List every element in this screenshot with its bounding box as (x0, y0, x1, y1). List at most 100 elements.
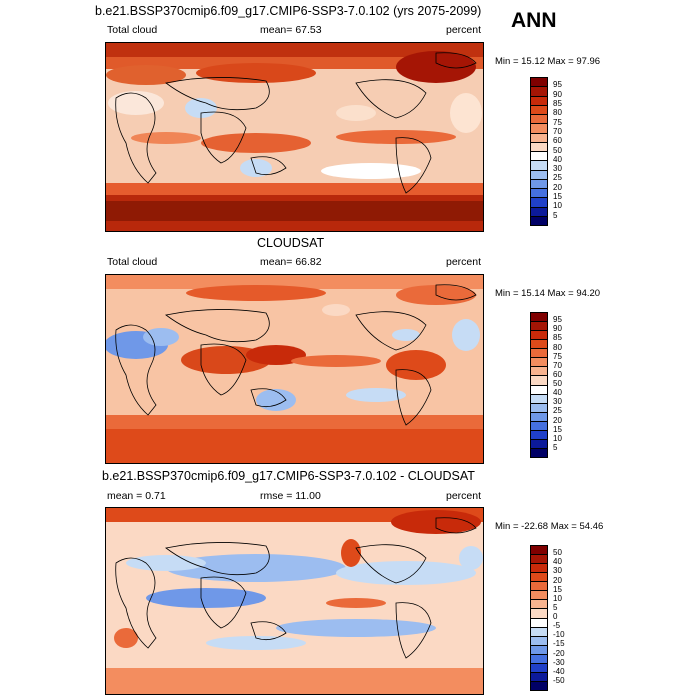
panel-obs-units-label: percent (446, 256, 482, 268)
colorbar-swatch (531, 385, 547, 395)
colorbar-tick-label: 40 (553, 154, 562, 164)
colorbar-swatch (531, 376, 547, 386)
colorbar-swatch (531, 394, 547, 404)
colorbar-tick-label: 85 (553, 333, 562, 343)
colorbar-swatch (531, 152, 547, 162)
colorbar-tick-label: 80 (553, 342, 562, 352)
colorbar-tick-label: 85 (553, 98, 562, 108)
colorbar-swatch (531, 331, 547, 341)
panel-model-colorbar (530, 77, 548, 226)
colorbar-tick-label: 5 (553, 442, 558, 452)
colorbar-tick-label: 95 (553, 80, 562, 90)
panel-diff-heading: b.e21.BSSP370cmip6.f09_g17.CMIP6-SSP3-7.… (102, 469, 475, 483)
colorbar-tick-label: 70 (553, 360, 562, 370)
panel-diff-mean-label: mean = 0.71 (107, 490, 166, 502)
colorbar-swatch (531, 313, 547, 323)
colorbar-tick-label: 20 (553, 415, 562, 425)
panel-obs-left-label: Total cloud (107, 256, 158, 268)
colorbar-tick-label: -10 (553, 630, 565, 640)
colorbar-swatch (531, 600, 547, 610)
colorbar-tick-label: 30 (553, 566, 562, 576)
panel-obs-map-field (106, 275, 483, 463)
colorbar-tick-label: 15 (553, 424, 562, 434)
colorbar-swatch (531, 349, 547, 359)
season-label: ANN (511, 9, 557, 32)
colorbar-tick-label: -50 (553, 675, 565, 685)
colorbar-tick-label: -15 (553, 639, 565, 649)
panel-obs-heading: CLOUDSAT (257, 236, 325, 250)
colorbar-swatch (531, 142, 547, 152)
panel-model-map (105, 42, 484, 232)
colorbar-swatch (531, 403, 547, 413)
panel-model-mean-label: mean= 67.53 (260, 24, 322, 36)
colorbar-tick-label: 75 (553, 117, 562, 127)
colorbar-swatch (531, 663, 547, 673)
panel-model-heading: b.e21.BSSP370cmip6.f09_g17.CMIP6-SSP3-7.… (95, 4, 482, 18)
colorbar-tick-label-spacer (553, 452, 562, 461)
panel-model-left-label: Total cloud (107, 24, 158, 36)
colorbar-swatch (531, 555, 547, 565)
panel-diff-minmax: Min = -22.68 Max = 54.46 (495, 521, 604, 532)
colorbar-swatch (531, 322, 547, 332)
colorbar-swatch (531, 358, 547, 368)
colorbar-swatch (531, 207, 547, 217)
colorbar-tick-label: 90 (553, 324, 562, 334)
panel-obs-mean-label: mean= 66.82 (260, 256, 322, 268)
colorbar-swatch (531, 179, 547, 189)
panel-diff-units-label: percent (446, 490, 482, 502)
colorbar-tick-label: 0 (553, 612, 558, 621)
colorbar-swatch (531, 573, 547, 583)
colorbar-swatch (531, 564, 547, 574)
colorbar-tick-label: -40 (553, 666, 565, 676)
colorbar-swatch (531, 439, 547, 449)
panel-obs-minmax: Min = 15.14 Max = 94.20 (495, 288, 601, 299)
panel-model-units-label: percent (446, 24, 482, 36)
colorbar-swatch (531, 367, 547, 377)
colorbar-tick-label-spacer (553, 220, 562, 229)
colorbar-tick-label: 10 (553, 433, 562, 443)
panel-diff-map-field (106, 508, 483, 694)
colorbar-swatch (531, 96, 547, 106)
colorbar-swatch (531, 448, 547, 457)
colorbar-swatch (531, 546, 547, 556)
colorbar-swatch (531, 161, 547, 171)
colorbar-tick-label: -5 (553, 621, 561, 631)
colorbar-tick-label: 10 (553, 593, 562, 603)
colorbar-tick-label: 80 (553, 108, 562, 118)
colorbar-swatch (531, 198, 547, 208)
colorbar-swatch (531, 421, 547, 431)
colorbar-tick-label: 15 (553, 584, 562, 594)
colorbar-swatch (531, 609, 547, 619)
colorbar-swatch (531, 115, 547, 125)
panel-diff-map (105, 507, 484, 695)
colorbar-swatch (531, 216, 547, 225)
colorbar-tick-label: 50 (553, 548, 562, 558)
colorbar-tick-label: -30 (553, 657, 565, 667)
colorbar-tick-label: 20 (553, 575, 562, 585)
colorbar-tick-label: 90 (553, 89, 562, 99)
colorbar-swatch (531, 582, 547, 592)
colorbar-tick-label-spacer (553, 685, 565, 694)
panel-model-map-field (106, 43, 483, 231)
panel-diff-colorbar-labels: 50 40 30 20 15 10 5 0 -5 -10 -15 -20 -30… (553, 545, 565, 691)
colorbar-swatch (531, 133, 547, 143)
colorbar-tick-label: 70 (553, 126, 562, 136)
panel-diff-rmse-label: rmse = 11.00 (260, 490, 321, 502)
colorbar-swatch (531, 636, 547, 646)
colorbar-swatch (531, 681, 547, 690)
colorbar-swatch (531, 124, 547, 134)
colorbar-tick-label: 15 (553, 192, 562, 202)
colorbar-tick-label: 40 (553, 557, 562, 567)
colorbar-swatch (531, 412, 547, 422)
colorbar-tick-label: 60 (553, 369, 562, 379)
colorbar-tick-label: 25 (553, 173, 562, 183)
colorbar-swatch (531, 430, 547, 440)
colorbar-swatch (531, 654, 547, 664)
panel-obs-map (105, 274, 484, 464)
colorbar-tick-label: 50 (553, 145, 562, 155)
colorbar-tick-label: 50 (553, 379, 562, 388)
colorbar-tick-label: 30 (553, 164, 562, 174)
colorbar-swatch (531, 618, 547, 628)
colorbar-swatch (531, 78, 547, 88)
colorbar-tick-label: 5 (553, 210, 558, 220)
